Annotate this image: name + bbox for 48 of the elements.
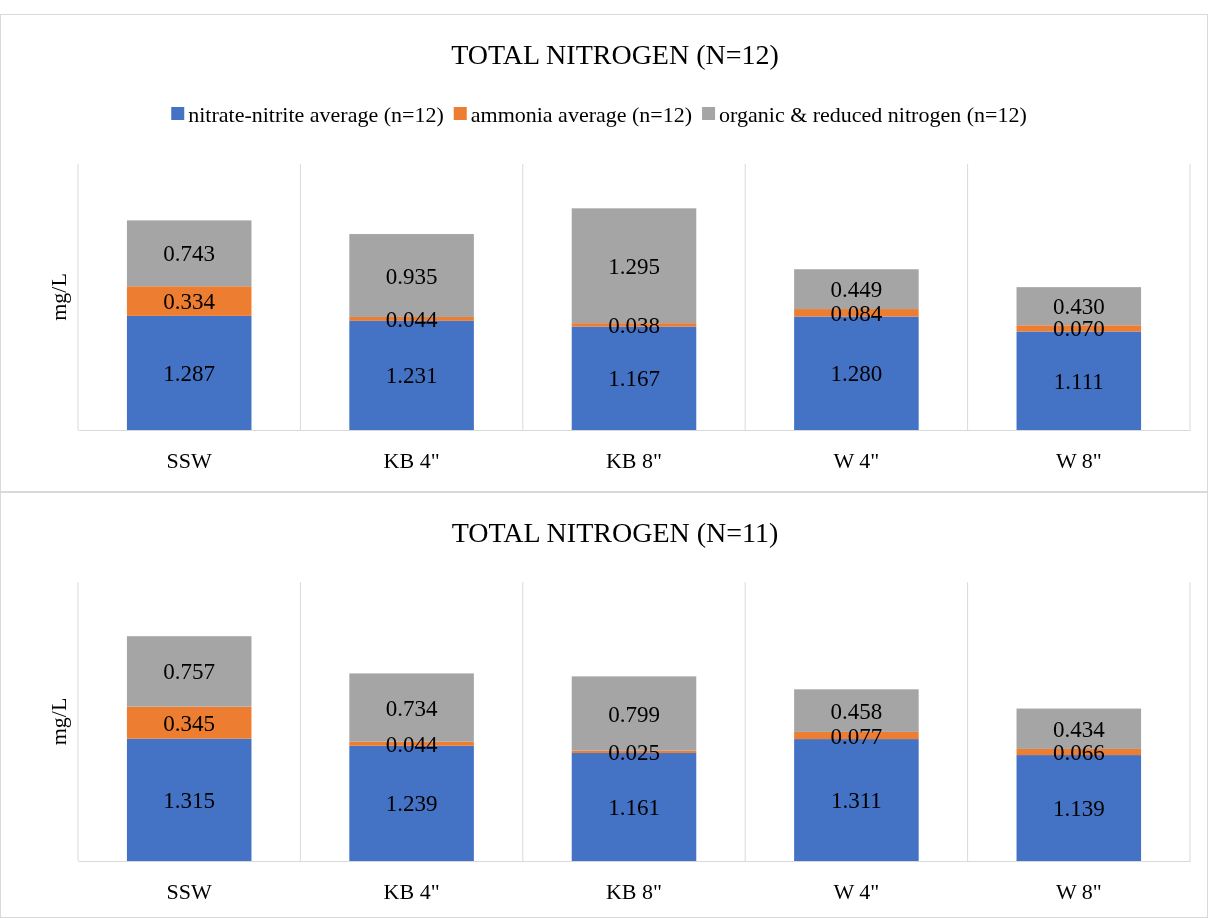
data-label: 0.430: [1052, 294, 1105, 320]
data-label: 0.345: [163, 710, 216, 736]
data-label: 1.287: [163, 360, 216, 386]
x-tick-label: SSW: [166, 878, 213, 904]
x-tick-label: KB 8": [605, 878, 663, 904]
y-axis-title: mg/L: [46, 273, 71, 321]
data-label: 1.161: [608, 795, 660, 821]
data-label: 1.239: [385, 791, 438, 817]
data-label: 0.799: [608, 701, 660, 727]
data-label: 0.038: [608, 312, 660, 338]
data-label: 0.757: [163, 659, 216, 685]
x-tick-label: W 8": [1055, 878, 1102, 904]
data-label: 0.334: [163, 289, 216, 315]
x-tick-label: KB 8": [605, 447, 663, 473]
bar: [126, 636, 252, 707]
bar: [126, 220, 252, 287]
data-label: 0.743: [163, 241, 216, 267]
chart-title: TOTAL NITROGEN (N=11): [451, 517, 779, 548]
data-label: 0.044: [385, 731, 438, 757]
data-label: 0.935: [385, 263, 438, 289]
bar: [126, 286, 252, 316]
x-tick-label: W 4": [833, 878, 880, 904]
bar: [126, 315, 252, 430]
legend-label: nitrate-nitrite average (n=12): [188, 101, 444, 127]
data-label: 1.231: [385, 363, 438, 389]
legend-label: organic & reduced nitrogen (n=12): [719, 101, 1027, 127]
data-label: 1.167: [608, 366, 660, 392]
x-tick-label: W 8": [1055, 447, 1102, 473]
bar: [126, 738, 252, 861]
data-label: 0.458: [830, 698, 883, 724]
data-label: 0.434: [1052, 716, 1106, 742]
data-label: 0.044: [385, 306, 438, 332]
data-label: 1.139: [1052, 796, 1105, 822]
data-label: 1.295: [608, 253, 660, 279]
legend-label: ammonia average (n=12): [470, 101, 693, 127]
data-label: 1.111: [1053, 368, 1104, 394]
x-tick-label: W 4": [833, 447, 880, 473]
data-label: 1.315: [163, 787, 216, 813]
data-label: 1.280: [830, 361, 883, 387]
chart-title: TOTAL NITROGEN (N=12): [451, 39, 779, 70]
data-label: 0.449: [830, 277, 883, 303]
x-tick-label: KB 4": [383, 447, 440, 473]
data-label: 1.311: [830, 788, 882, 814]
y-axis-title: mg/L: [46, 697, 71, 746]
x-tick-label: KB 4": [383, 878, 440, 904]
data-label: 0.734: [385, 695, 438, 721]
bar: [126, 706, 252, 739]
x-tick-label: SSW: [166, 447, 213, 473]
